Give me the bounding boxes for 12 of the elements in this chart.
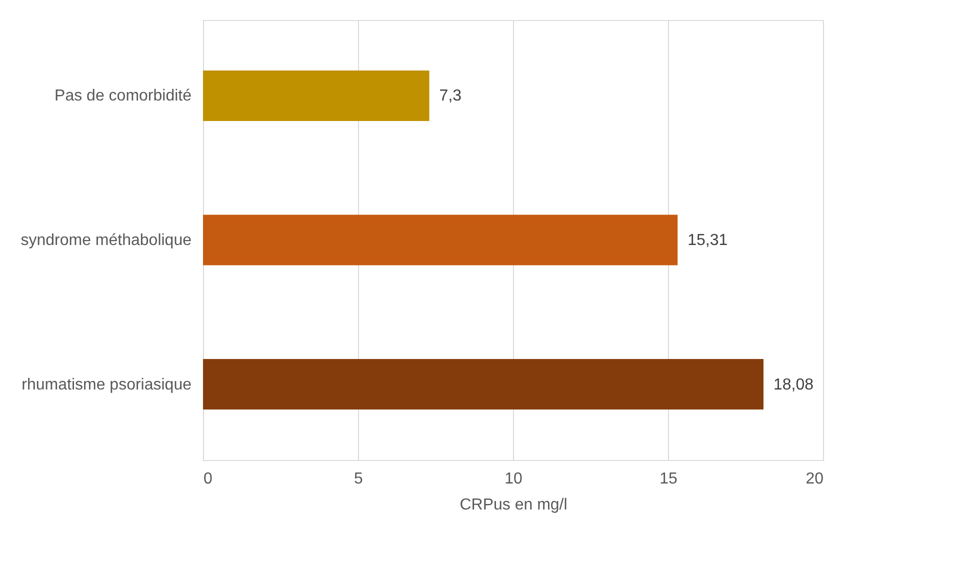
data-label: 18,08 bbox=[773, 376, 814, 394]
data-label: 7,3 bbox=[439, 88, 462, 105]
y-tick-label: Pas de comorbidité bbox=[54, 88, 192, 105]
data-label: 15,31 bbox=[688, 232, 728, 249]
x-tick-label: 20 bbox=[806, 470, 824, 488]
x-axis-title: CRPus en mg/l bbox=[460, 496, 568, 514]
y-tick-label: rhumatisme psoriasique bbox=[22, 376, 192, 394]
x-tick-label: 10 bbox=[504, 470, 522, 488]
x-tick-label: 5 bbox=[354, 470, 364, 488]
y-tick-label: syndrome méthabolique bbox=[20, 232, 192, 249]
x-tick-label: 15 bbox=[660, 470, 678, 488]
x-tick-label: 0 bbox=[204, 470, 212, 488]
